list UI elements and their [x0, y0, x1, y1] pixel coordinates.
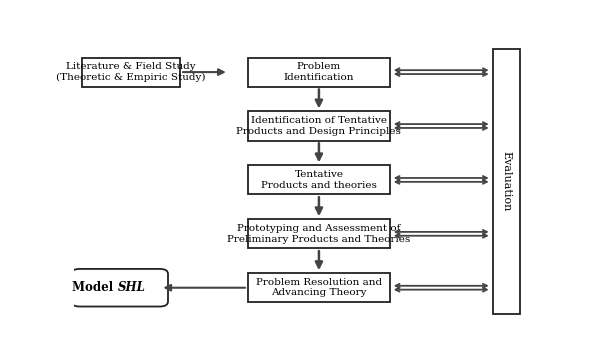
FancyBboxPatch shape [248, 273, 390, 302]
FancyBboxPatch shape [248, 57, 390, 87]
Text: Identification of Tentative
Products and Design Principles: Identification of Tentative Products and… [236, 116, 401, 136]
FancyBboxPatch shape [72, 269, 168, 307]
Text: SHL: SHL [118, 281, 146, 294]
FancyBboxPatch shape [248, 219, 390, 248]
FancyBboxPatch shape [493, 48, 521, 314]
Text: Tentative
Products and theories: Tentative Products and theories [261, 170, 377, 190]
Text: Problem Resolution and
Advancing Theory: Problem Resolution and Advancing Theory [256, 278, 382, 297]
FancyBboxPatch shape [248, 112, 390, 140]
Text: Literature & Field Study
(Theoretic & Empiric Study): Literature & Field Study (Theoretic & Em… [56, 62, 206, 82]
Text: Evaluation: Evaluation [502, 151, 512, 211]
Text: Model: Model [72, 281, 118, 294]
FancyBboxPatch shape [248, 165, 390, 195]
Text: Prototyping and Assessment of
Preliminary Products and Theories: Prototyping and Assessment of Preliminar… [228, 224, 411, 243]
FancyBboxPatch shape [82, 57, 180, 87]
Text: Problem
Identification: Problem Identification [284, 62, 354, 82]
